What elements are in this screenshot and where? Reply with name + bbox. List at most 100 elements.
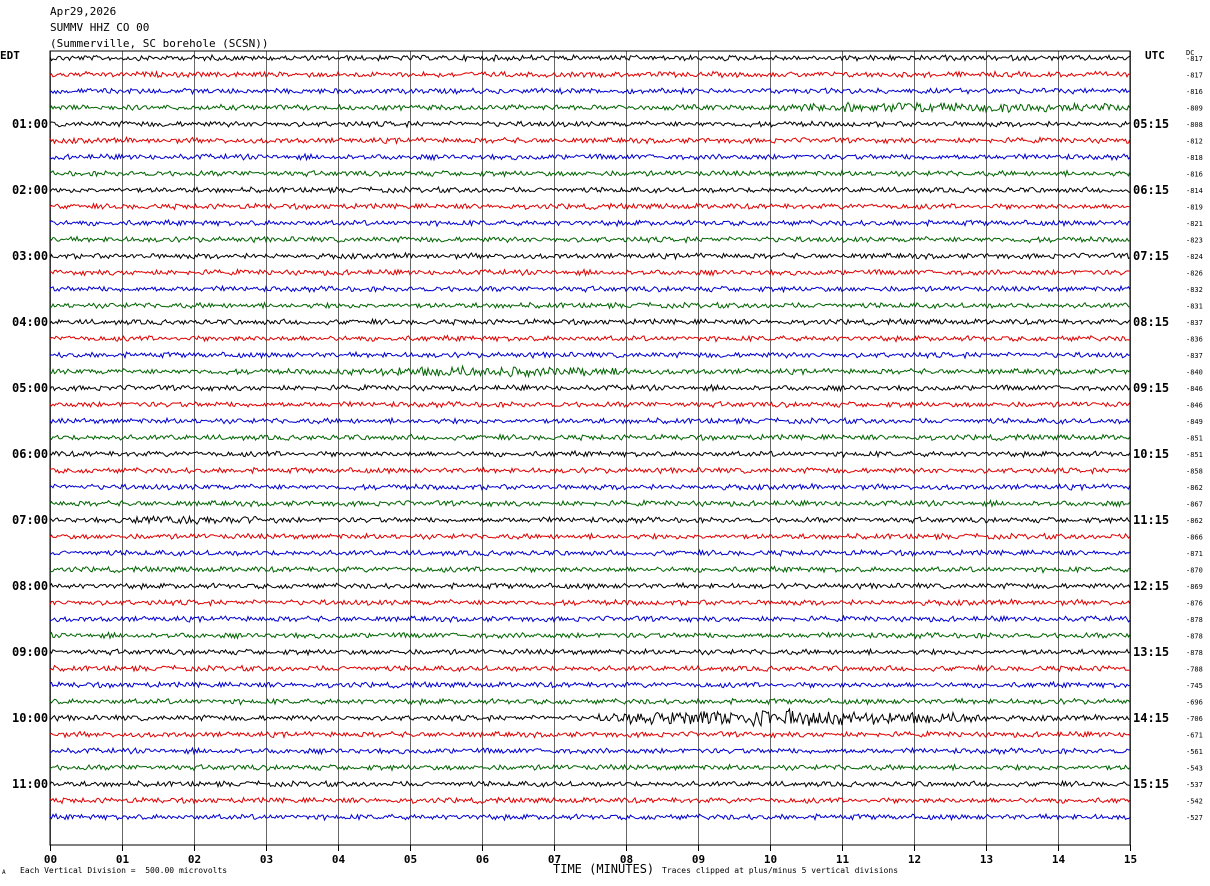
seismic-trace (49, 101, 1131, 114)
station-label: SUMMV HHZ CO 00 (50, 21, 150, 34)
utc-hour-label: 08:15 (1133, 315, 1169, 329)
x-tick-label: 10 (764, 853, 777, 866)
dc-offset-label: -818 (1186, 154, 1203, 162)
utc-hour-label: 12:15 (1133, 579, 1169, 593)
dc-offset-label: -816 (1186, 171, 1203, 179)
seismic-trace (49, 581, 1131, 591)
dc-offset-label: -824 (1186, 253, 1203, 261)
seismic-trace (49, 301, 1131, 310)
dc-offset-label: -821 (1186, 220, 1203, 228)
seismic-trace (49, 317, 1131, 327)
dc-offset-label: -826 (1186, 270, 1203, 278)
utc-hour-label: 14:15 (1133, 711, 1169, 725)
seismic-trace (49, 284, 1131, 294)
edt-hour-label: 05:00 (12, 381, 48, 395)
x-tick-label: 00 (44, 853, 57, 866)
edt-hour-label: 09:00 (12, 645, 48, 659)
edt-axis-label: EDT (0, 49, 20, 62)
edt-hour-label: 01:00 (12, 117, 48, 131)
edt-hour-label: 07:00 (12, 513, 48, 527)
seismic-trace (49, 779, 1131, 789)
x-tick-label: 15 (1124, 853, 1137, 866)
x-tick-label: 11 (836, 853, 850, 866)
dc-offset-label: -542 (1186, 798, 1203, 806)
seismic-trace (49, 169, 1131, 178)
dc-offset-label: -527 (1186, 814, 1203, 822)
seismic-trace (49, 763, 1131, 772)
x-tick-label: 14 (1052, 853, 1066, 866)
dc-offset-label: -878 (1186, 616, 1203, 624)
seismic-trace (49, 400, 1131, 409)
x-tick-label: 12 (908, 853, 921, 866)
utc-axis-label: UTC (1145, 49, 1165, 62)
dc-offset-label: -851 (1186, 435, 1203, 443)
dc-offset-label: -851 (1186, 451, 1203, 459)
seismic-trace (49, 53, 1131, 63)
dc-offset-label: -862 (1186, 517, 1203, 525)
dc-offset-label: -543 (1186, 765, 1203, 773)
dc-offset-label: -819 (1186, 204, 1203, 212)
seismic-trace (49, 680, 1131, 690)
seismic-trace (49, 812, 1131, 822)
dc-offset-label: -812 (1186, 138, 1203, 146)
x-tick-label: 09 (692, 853, 705, 866)
dc-offset-label: -809 (1186, 105, 1203, 113)
seismic-trace (49, 136, 1131, 145)
dc-offset-label: -878 (1186, 649, 1203, 657)
seismic-trace (49, 449, 1131, 459)
seismic-trace (49, 647, 1131, 657)
x-axis-title: TIME (MINUTES) (553, 862, 655, 876)
edt-hour-label: 06:00 (12, 447, 48, 461)
dc-offset-label: -866 (1186, 534, 1203, 542)
location-label: (Summerville, SC borehole (SCSN)) (50, 37, 269, 50)
x-tick-label: 05 (404, 853, 417, 866)
seismic-trace (49, 499, 1131, 508)
dc-offset-label: -840 (1186, 369, 1203, 377)
dc-offset-label: -808 (1186, 121, 1203, 129)
dc-offset-label: -745 (1186, 682, 1203, 690)
seismic-trace (49, 796, 1131, 805)
dc-offset-label: -869 (1186, 583, 1203, 591)
dc-offset-label: -858 (1186, 468, 1203, 476)
dc-offset-label: -837 (1186, 319, 1203, 327)
date-label: Apr29,2026 (50, 5, 117, 18)
seismic-trace (49, 631, 1131, 640)
edt-hour-label: 02:00 (12, 183, 48, 197)
seismic-trace (49, 364, 1131, 379)
x-tick-label: 04 (332, 853, 346, 866)
seismic-trace (49, 482, 1131, 492)
dc-offset-label: -871 (1186, 550, 1203, 558)
utc-hour-label: 10:15 (1133, 447, 1169, 461)
seismic-trace (49, 746, 1130, 756)
seismic-trace (49, 548, 1131, 558)
dc-offset-label: -836 (1186, 336, 1203, 344)
seismic-trace (49, 383, 1131, 393)
seismic-trace (49, 350, 1131, 360)
dc-offset-label: -832 (1186, 286, 1203, 294)
dc-offset-label: -878 (1186, 633, 1203, 641)
utc-hour-label: 09:15 (1133, 381, 1169, 395)
seismic-trace (49, 707, 1131, 728)
dc-offset-label: -671 (1186, 732, 1203, 740)
seismic-trace (49, 730, 1131, 739)
dc-offset-label: -862 (1186, 484, 1203, 492)
dc-offset-label: -849 (1186, 418, 1203, 426)
seismic-trace (49, 334, 1131, 344)
seismic-trace (49, 185, 1131, 195)
dc-offset-label: -846 (1186, 385, 1203, 393)
edt-hour-label: 11:00 (12, 777, 48, 791)
seismic-trace (49, 532, 1131, 541)
x-tick-label: 01 (116, 853, 130, 866)
dc-offset-label: -816 (1186, 88, 1203, 96)
seismic-trace (49, 614, 1131, 624)
dc-offset-label: -837 (1186, 352, 1203, 360)
x-tick-label: 02 (188, 853, 201, 866)
dc-offset-label: -823 (1186, 237, 1203, 245)
seismic-trace (49, 235, 1131, 245)
seismic-trace (49, 433, 1131, 442)
dc-label: DC (1186, 49, 1195, 57)
dc-offset-label: -788 (1186, 666, 1203, 674)
seismic-trace (49, 69, 1131, 79)
corner-mark: A (2, 869, 6, 876)
